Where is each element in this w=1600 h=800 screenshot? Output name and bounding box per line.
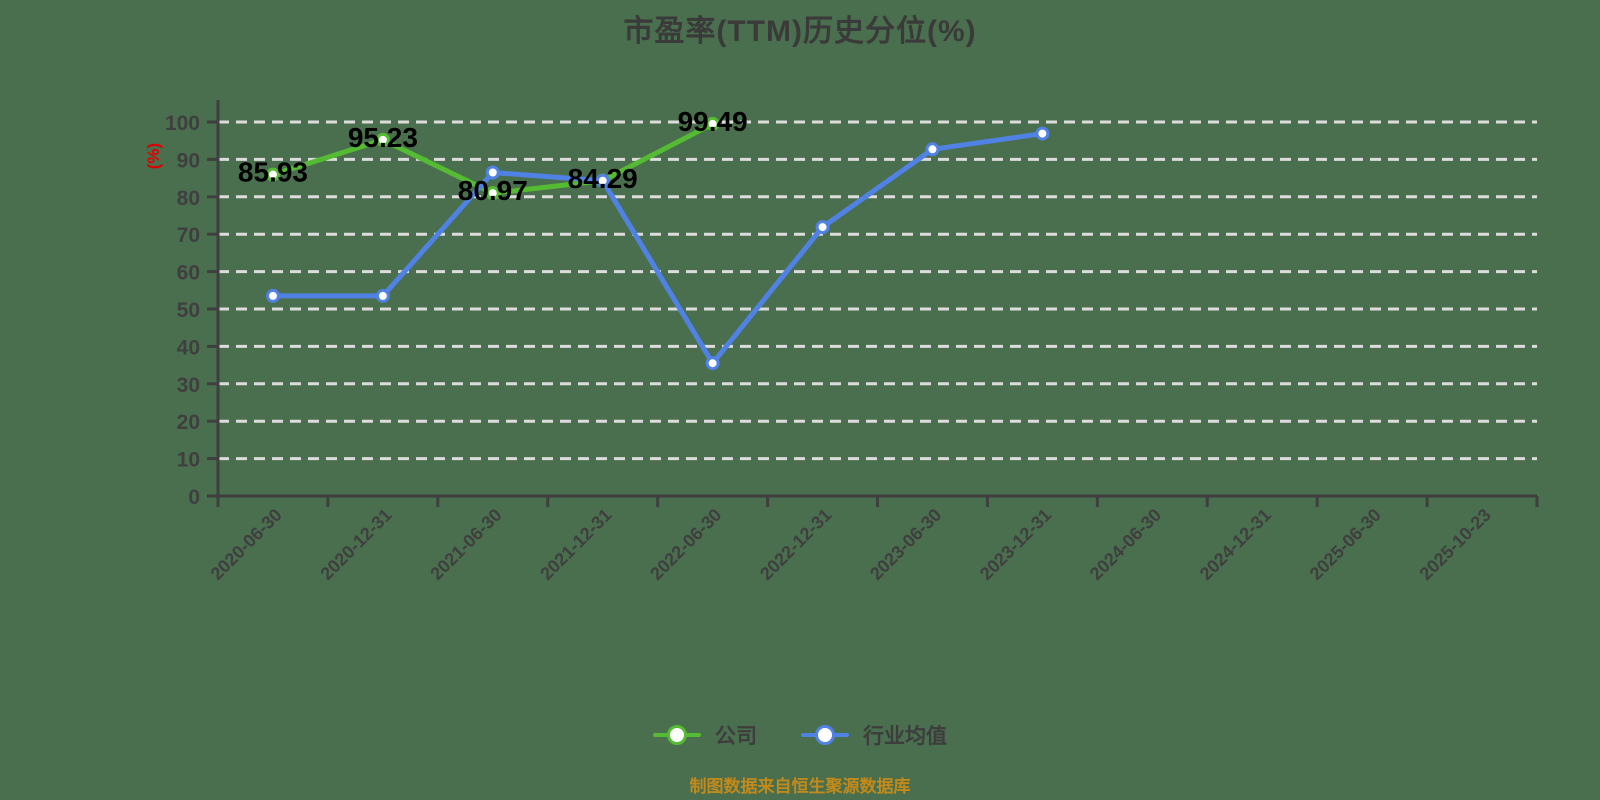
- x-tick-label: 2021-06-30: [426, 505, 505, 584]
- data-point-label: 95.23: [348, 122, 418, 153]
- data-source-note: 制图数据来自恒生聚源数据库: [689, 777, 911, 796]
- svg-text:10: 10: [177, 449, 200, 472]
- legend-label-company: 公司: [715, 725, 757, 748]
- svg-text:0: 0: [188, 486, 200, 509]
- svg-text:20: 20: [177, 411, 200, 434]
- chart-title: 市盈率(TTM)历史分位(%): [623, 15, 977, 48]
- x-tick-label: 2022-06-30: [646, 505, 725, 584]
- data-point-label: 84.29: [568, 163, 638, 194]
- legend-label-industry: 行业均值: [863, 725, 947, 748]
- x-tick-label: 2020-06-30: [207, 505, 286, 584]
- x-tick-label: 2023-12-31: [976, 505, 1055, 584]
- data-point-label: 85.93: [238, 157, 308, 188]
- svg-text:80: 80: [177, 187, 200, 210]
- x-tick-label: 2023-06-30: [866, 505, 945, 584]
- x-tick-label: 2025-06-30: [1306, 505, 1385, 584]
- x-tick-label: 2024-06-30: [1086, 505, 1165, 584]
- svg-text:30: 30: [177, 374, 200, 397]
- x-tick-label: 2020-12-31: [316, 505, 395, 584]
- company-line-marker-icon: [653, 724, 701, 746]
- data-point-label: 80.97: [458, 175, 528, 206]
- svg-text:70: 70: [177, 224, 200, 247]
- industry-line-marker-icon: [801, 724, 849, 746]
- svg-text:100: 100: [165, 112, 200, 135]
- svg-text:40: 40: [177, 336, 200, 359]
- chart-legend: 公司 行业均值: [0, 720, 1600, 750]
- x-tick-label: 2021-12-31: [536, 505, 615, 584]
- svg-text:90: 90: [177, 149, 200, 172]
- x-tick-label: 2022-12-31: [756, 505, 835, 584]
- legend-item-company[interactable]: 公司: [653, 720, 757, 750]
- x-tick-label: 2024-12-31: [1196, 505, 1275, 584]
- data-point-label: 99.49: [678, 106, 748, 137]
- legend-item-industry[interactable]: 行业均值: [801, 720, 947, 750]
- svg-text:50: 50: [177, 299, 200, 322]
- x-tick-label: 2025-10-23: [1416, 505, 1495, 584]
- svg-text:60: 60: [177, 262, 200, 285]
